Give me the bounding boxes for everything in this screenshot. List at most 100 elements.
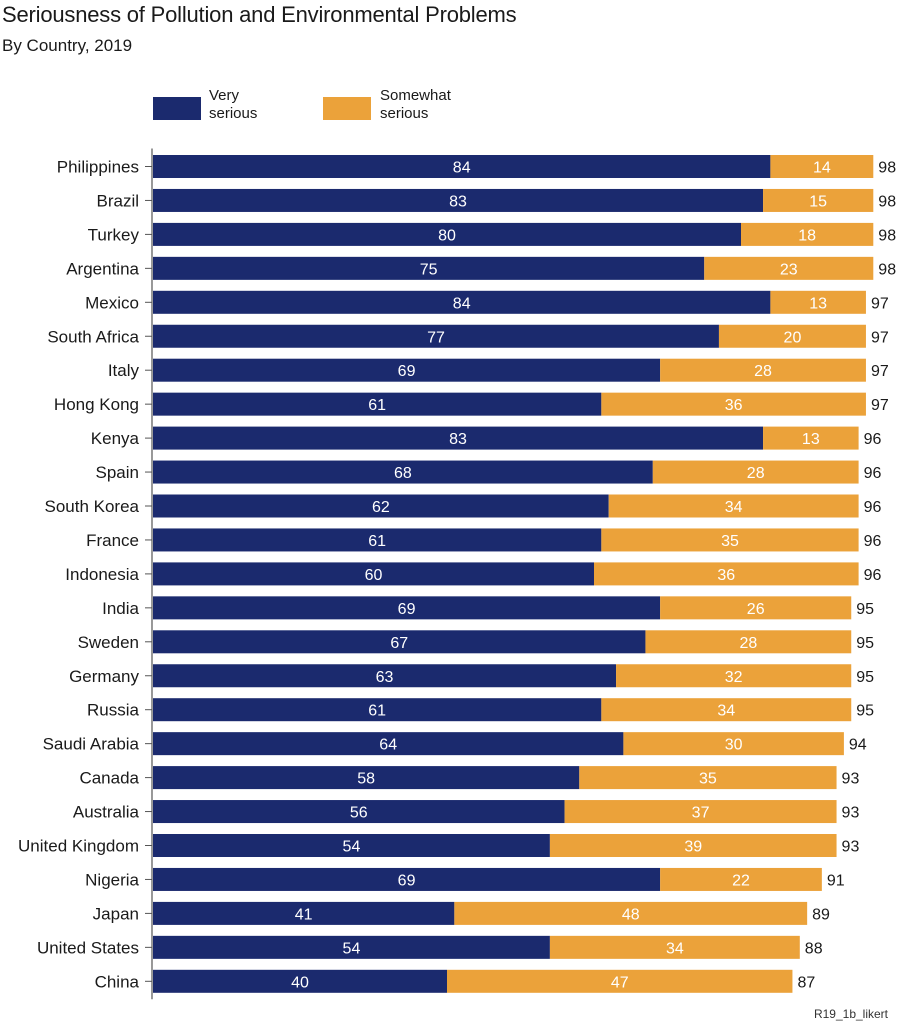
- value-label-somewhat-serious: 15: [809, 193, 827, 210]
- total-label: 93: [842, 839, 860, 856]
- value-label-somewhat-serious: 20: [784, 329, 802, 346]
- bar-somewhat-serious: [601, 392, 866, 416]
- bar-very-serious: [153, 256, 705, 280]
- category-label: Brazil: [96, 191, 139, 210]
- value-label-very-serious: 64: [379, 737, 397, 754]
- value-label-very-serious: 54: [343, 940, 361, 957]
- total-label: 98: [878, 261, 896, 278]
- total-label: 97: [871, 363, 889, 380]
- bar-somewhat-serious: [660, 867, 822, 891]
- bar-very-serious: [153, 562, 594, 586]
- bar-very-serious: [153, 732, 624, 756]
- value-label-somewhat-serious: 47: [611, 974, 629, 991]
- category-label: Nigeria: [85, 870, 139, 889]
- value-label-somewhat-serious: 34: [717, 703, 735, 720]
- category-label: Philippines: [57, 158, 139, 177]
- total-label: 95: [856, 601, 874, 618]
- category-label: Australia: [73, 803, 140, 822]
- legend-swatch-somewhat-serious: [323, 97, 371, 120]
- category-label: Kenya: [91, 429, 140, 448]
- bar-somewhat-serious: [616, 664, 852, 688]
- bar-somewhat-serious: [623, 732, 844, 756]
- total-label: 87: [797, 974, 815, 991]
- category-label: Indonesia: [65, 565, 139, 584]
- value-label-very-serious: 84: [453, 160, 471, 177]
- total-label: 95: [856, 703, 874, 720]
- total-label: 93: [842, 805, 860, 822]
- bar-somewhat-serious: [601, 698, 852, 722]
- value-label-very-serious: 62: [372, 499, 390, 516]
- value-label-very-serious: 67: [390, 635, 408, 652]
- value-label-very-serious: 68: [394, 465, 412, 482]
- value-label-somewhat-serious: 13: [802, 431, 820, 448]
- total-label: 89: [812, 906, 830, 923]
- total-label: 91: [827, 872, 845, 889]
- value-label-very-serious: 63: [376, 669, 394, 686]
- category-label: Turkey: [88, 225, 140, 244]
- value-label-very-serious: 61: [368, 703, 386, 720]
- total-label: 98: [878, 160, 896, 177]
- bar-somewhat-serious: [741, 222, 874, 246]
- total-label: 96: [864, 567, 882, 584]
- bar-very-serious: [153, 596, 661, 620]
- value-label-very-serious: 54: [343, 839, 361, 856]
- total-label: 96: [864, 499, 882, 516]
- category-label: South Africa: [47, 327, 139, 346]
- total-label: 96: [864, 431, 882, 448]
- chart-footer: R19_1b_likert: [813, 1007, 888, 1021]
- value-label-somewhat-serious: 35: [699, 771, 717, 788]
- bar-somewhat-serious: [594, 562, 859, 586]
- bar-very-serious: [153, 766, 580, 790]
- bar-very-serious: [153, 324, 719, 348]
- bar-somewhat-serious: [660, 596, 852, 620]
- value-label-somewhat-serious: 37: [692, 805, 710, 822]
- category-label: Russia: [87, 701, 140, 720]
- category-label: Mexico: [85, 293, 139, 312]
- total-label: 96: [864, 465, 882, 482]
- legend-label-very-serious: Very serious: [209, 87, 258, 122]
- value-label-very-serious: 84: [453, 295, 471, 312]
- bar-very-serious: [153, 630, 646, 654]
- bar-very-serious: [153, 290, 771, 314]
- category-label: Spain: [96, 463, 139, 482]
- total-label: 88: [805, 940, 823, 957]
- bar-very-serious: [153, 358, 661, 382]
- value-label-very-serious: 61: [368, 397, 386, 414]
- total-label: 97: [871, 397, 889, 414]
- bar-somewhat-serious: [608, 494, 859, 518]
- bar-somewhat-serious: [454, 901, 808, 925]
- category-label: Argentina: [66, 259, 139, 278]
- bar-somewhat-serious: [770, 290, 866, 314]
- bar-somewhat-serious: [718, 324, 866, 348]
- value-label-very-serious: 61: [368, 533, 386, 550]
- value-label-somewhat-serious: 28: [747, 465, 765, 482]
- total-label: 98: [878, 193, 896, 210]
- value-label-very-serious: 56: [350, 805, 368, 822]
- category-label: Germany: [69, 667, 139, 686]
- value-label-somewhat-serious: 13: [809, 295, 827, 312]
- total-label: 95: [856, 635, 874, 652]
- bar-very-serious: [153, 494, 609, 518]
- value-label-somewhat-serious: 48: [622, 906, 640, 923]
- bar-somewhat-serious: [645, 630, 852, 654]
- value-label-somewhat-serious: 35: [721, 533, 739, 550]
- total-label: 95: [856, 669, 874, 686]
- bar-very-serious: [153, 222, 741, 246]
- bar-somewhat-serious: [601, 528, 859, 552]
- bar-somewhat-serious: [564, 800, 837, 824]
- bar-somewhat-serious: [660, 358, 866, 382]
- bar-very-serious: [153, 392, 602, 416]
- bar-somewhat-serious: [652, 460, 859, 484]
- bar-very-serious: [153, 698, 602, 722]
- bar-somewhat-serious: [447, 969, 793, 993]
- value-label-somewhat-serious: 30: [725, 737, 743, 754]
- value-label-somewhat-serious: 28: [754, 363, 772, 380]
- value-label-very-serious: 40: [291, 974, 309, 991]
- bar-very-serious: [153, 935, 550, 959]
- total-label: 97: [871, 295, 889, 312]
- legend-swatch-very-serious: [153, 97, 201, 120]
- bar-very-serious: [153, 867, 661, 891]
- category-label: United States: [37, 938, 139, 957]
- value-label-very-serious: 77: [427, 329, 445, 346]
- legend-label-somewhat-serious: Somewhat serious: [380, 87, 451, 122]
